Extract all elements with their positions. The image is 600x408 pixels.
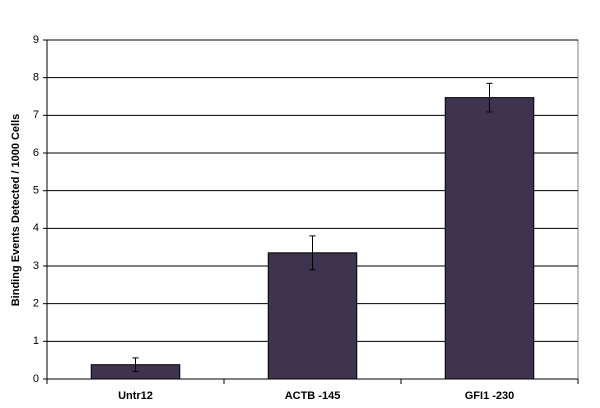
bar bbox=[267, 252, 358, 380]
y-tick-label: 9 bbox=[33, 34, 39, 46]
y-tick-label: 5 bbox=[33, 185, 39, 197]
x-tick-label: Untr12 bbox=[118, 390, 153, 402]
y-tick-label: 6 bbox=[33, 147, 39, 159]
error-bar bbox=[486, 82, 493, 113]
error-bar bbox=[309, 235, 316, 271]
error-bar bbox=[132, 357, 139, 372]
y-axis-label: Binding Events Detected / 1000 Cells bbox=[10, 114, 22, 307]
y-tick-label: 8 bbox=[33, 72, 39, 84]
bar bbox=[444, 97, 535, 380]
x-tick-label: GFI1 -230 bbox=[465, 390, 515, 402]
y-tick-label: 1 bbox=[33, 335, 39, 347]
y-tick-label: 2 bbox=[33, 298, 39, 310]
y-tick-label: 0 bbox=[33, 373, 39, 385]
y-tick-label: 3 bbox=[33, 260, 39, 272]
y-tick-label: 4 bbox=[33, 222, 39, 234]
y-tick-label: 7 bbox=[33, 109, 39, 121]
x-tick-label: ACTB -145 bbox=[285, 390, 341, 402]
